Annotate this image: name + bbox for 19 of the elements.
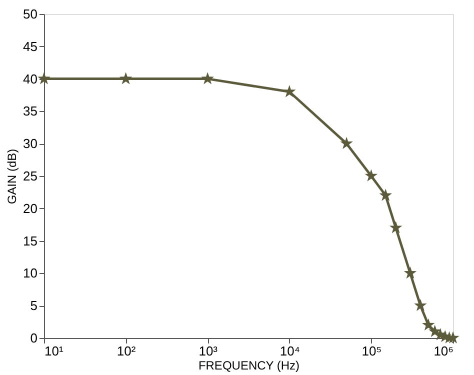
y-tick-label: 25 bbox=[23, 168, 38, 184]
y-tick-label: 0 bbox=[30, 330, 38, 346]
y-tick-label: 50 bbox=[23, 6, 38, 22]
y-axis-title: GAIN (dB) bbox=[5, 148, 20, 204]
y-tick-label: 40 bbox=[23, 71, 38, 86]
y-tick-label: 5 bbox=[30, 298, 38, 314]
y-tick-label: 35 bbox=[23, 104, 38, 119]
x-tick-label: 10¹ bbox=[44, 344, 64, 358]
x-axis-title: FREQUENCY (Hz) bbox=[198, 358, 300, 372]
y-tick-label: 15 bbox=[23, 233, 38, 248]
y-tick-label: 45 bbox=[23, 38, 38, 54]
y-tick-label: 20 bbox=[23, 200, 38, 216]
x-tick-label: 10² bbox=[116, 344, 136, 358]
x-tick-label: 10⁵ bbox=[362, 344, 382, 358]
y-tick-label: 10 bbox=[23, 266, 38, 281]
x-tick-label: 10³ bbox=[198, 344, 218, 358]
y-tick-label: 30 bbox=[23, 136, 38, 152]
x-tick-label: 10⁴ bbox=[280, 344, 300, 358]
x-tick-label: 10⁶ bbox=[434, 344, 454, 358]
